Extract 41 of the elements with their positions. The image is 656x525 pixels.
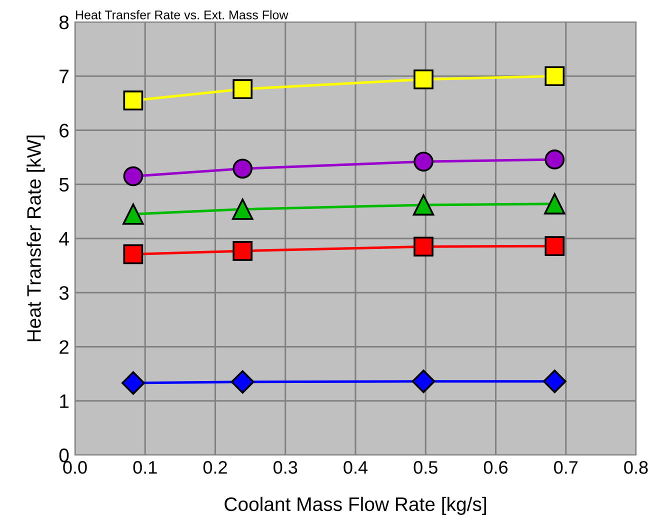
x-tick-label: 0.3 bbox=[274, 461, 298, 474]
y-axis-title: Heat Transfer Rate [kW] bbox=[26, 136, 45, 342]
point bbox=[414, 152, 434, 172]
point bbox=[544, 66, 565, 86]
point bbox=[412, 194, 434, 216]
point bbox=[414, 236, 434, 257]
point bbox=[542, 370, 566, 394]
point bbox=[121, 371, 145, 395]
y-tick-label: 8 bbox=[59, 15, 69, 30]
point bbox=[230, 370, 254, 394]
point bbox=[232, 158, 253, 179]
x-tick-label: 0.0 bbox=[63, 461, 87, 474]
x-tick-label: 0.8 bbox=[624, 461, 648, 474]
point bbox=[232, 79, 253, 100]
y-tick-label: 7 bbox=[60, 70, 68, 84]
point bbox=[414, 69, 434, 90]
x-axis-title: Coolant Mass Flow Rate [kg/s] bbox=[224, 496, 486, 515]
y-tick-label: 2 bbox=[60, 340, 68, 354]
y-tick-label: 3 bbox=[59, 286, 69, 300]
point bbox=[123, 166, 144, 186]
point bbox=[412, 370, 436, 394]
point bbox=[123, 90, 144, 110]
point bbox=[544, 236, 565, 256]
y-tick-label: 1 bbox=[60, 394, 68, 408]
point bbox=[122, 204, 144, 225]
y-tick-label: 6 bbox=[60, 124, 69, 138]
point bbox=[544, 193, 566, 214]
x-tick-label: 0.6 bbox=[484, 461, 508, 474]
x-tick-label: 0.2 bbox=[203, 461, 227, 474]
point bbox=[123, 244, 144, 264]
x-tick-label: 0.5 bbox=[414, 461, 438, 474]
x-tick-label: 0.1 bbox=[133, 461, 157, 474]
y-tick-label: 0 bbox=[59, 448, 69, 462]
x-tick-label: 0.4 bbox=[344, 461, 368, 474]
point bbox=[232, 198, 254, 220]
point bbox=[544, 150, 565, 170]
point bbox=[232, 241, 253, 261]
x-tick-label: 0.7 bbox=[554, 461, 578, 474]
y-tick-label: 4 bbox=[59, 232, 69, 246]
y-tick-label: 5 bbox=[59, 178, 69, 192]
chart-title: Heat Transfer Rate vs. Ext. Mass Flow bbox=[76, 10, 288, 20]
